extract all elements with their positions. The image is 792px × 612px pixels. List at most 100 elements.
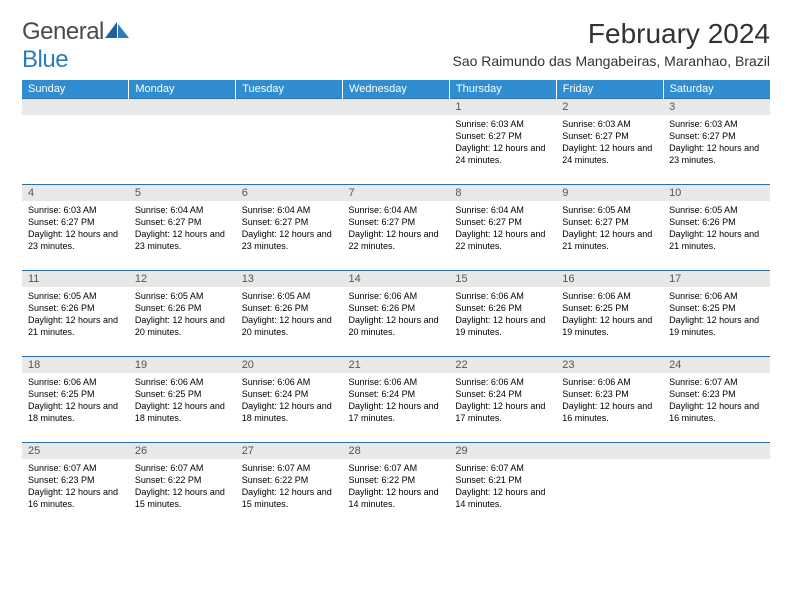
sunrise-text: Sunrise: 6:06 AM <box>349 290 444 302</box>
sunset-text: Sunset: 6:25 PM <box>669 302 764 314</box>
calendar-cell <box>22 99 129 185</box>
daylight-text: Daylight: 12 hours and 23 minutes. <box>242 228 337 252</box>
calendar-cell <box>236 99 343 185</box>
calendar-cell: 27Sunrise: 6:07 AMSunset: 6:22 PMDayligh… <box>236 443 343 529</box>
day-number: 8 <box>449 185 556 201</box>
sunset-text: Sunset: 6:24 PM <box>455 388 550 400</box>
day-info: Sunrise: 6:06 AMSunset: 6:23 PMDaylight:… <box>556 373 663 427</box>
daylight-text: Daylight: 12 hours and 22 minutes. <box>349 228 444 252</box>
sunrise-text: Sunrise: 6:06 AM <box>28 376 123 388</box>
calendar-cell: 29Sunrise: 6:07 AMSunset: 6:21 PMDayligh… <box>449 443 556 529</box>
day-number <box>22 99 129 115</box>
day-number: 29 <box>449 443 556 459</box>
header: GeneralBlue February 2024 Sao Raimundo d… <box>22 18 770 74</box>
calendar-cell: 1Sunrise: 6:03 AMSunset: 6:27 PMDaylight… <box>449 99 556 185</box>
day-number: 20 <box>236 357 343 373</box>
calendar-row: 1Sunrise: 6:03 AMSunset: 6:27 PMDaylight… <box>22 99 770 185</box>
calendar-cell <box>129 99 236 185</box>
calendar-row: 18Sunrise: 6:06 AMSunset: 6:25 PMDayligh… <box>22 357 770 443</box>
sunrise-text: Sunrise: 6:06 AM <box>242 376 337 388</box>
calendar-cell: 15Sunrise: 6:06 AMSunset: 6:26 PMDayligh… <box>449 271 556 357</box>
sunrise-text: Sunrise: 6:03 AM <box>562 118 657 130</box>
day-info: Sunrise: 6:05 AMSunset: 6:27 PMDaylight:… <box>556 201 663 255</box>
calendar-cell: 25Sunrise: 6:07 AMSunset: 6:23 PMDayligh… <box>22 443 129 529</box>
daylight-text: Daylight: 12 hours and 18 minutes. <box>135 400 230 424</box>
sunset-text: Sunset: 6:25 PM <box>28 388 123 400</box>
day-number: 16 <box>556 271 663 287</box>
brand-text: GeneralBlue <box>22 18 130 74</box>
sunrise-text: Sunrise: 6:04 AM <box>242 204 337 216</box>
calendar-cell: 6Sunrise: 6:04 AMSunset: 6:27 PMDaylight… <box>236 185 343 271</box>
day-info: Sunrise: 6:05 AMSunset: 6:26 PMDaylight:… <box>236 287 343 341</box>
day-number: 28 <box>343 443 450 459</box>
day-number <box>663 443 770 459</box>
calendar-cell: 11Sunrise: 6:05 AMSunset: 6:26 PMDayligh… <box>22 271 129 357</box>
day-number: 15 <box>449 271 556 287</box>
calendar-row: 4Sunrise: 6:03 AMSunset: 6:27 PMDaylight… <box>22 185 770 271</box>
sunset-text: Sunset: 6:27 PM <box>242 216 337 228</box>
day-info: Sunrise: 6:04 AMSunset: 6:27 PMDaylight:… <box>236 201 343 255</box>
calendar-cell <box>663 443 770 529</box>
day-number: 6 <box>236 185 343 201</box>
day-number: 17 <box>663 271 770 287</box>
day-info: Sunrise: 6:06 AMSunset: 6:25 PMDaylight:… <box>22 373 129 427</box>
calendar-cell: 18Sunrise: 6:06 AMSunset: 6:25 PMDayligh… <box>22 357 129 443</box>
day-info: Sunrise: 6:04 AMSunset: 6:27 PMDaylight:… <box>343 201 450 255</box>
sunrise-text: Sunrise: 6:05 AM <box>562 204 657 216</box>
day-info: Sunrise: 6:07 AMSunset: 6:22 PMDaylight:… <box>343 459 450 513</box>
day-info: Sunrise: 6:03 AMSunset: 6:27 PMDaylight:… <box>556 115 663 169</box>
sunset-text: Sunset: 6:26 PM <box>349 302 444 314</box>
daylight-text: Daylight: 12 hours and 23 minutes. <box>28 228 123 252</box>
weekday-header: Thursday <box>449 80 556 99</box>
calendar-cell: 12Sunrise: 6:05 AMSunset: 6:26 PMDayligh… <box>129 271 236 357</box>
sunset-text: Sunset: 6:25 PM <box>562 302 657 314</box>
calendar-cell: 4Sunrise: 6:03 AMSunset: 6:27 PMDaylight… <box>22 185 129 271</box>
month-title: February 2024 <box>452 18 770 50</box>
sunset-text: Sunset: 6:27 PM <box>28 216 123 228</box>
daylight-text: Daylight: 12 hours and 18 minutes. <box>242 400 337 424</box>
daylight-text: Daylight: 12 hours and 20 minutes. <box>242 314 337 338</box>
daylight-text: Daylight: 12 hours and 19 minutes. <box>562 314 657 338</box>
day-number: 7 <box>343 185 450 201</box>
calendar-cell: 22Sunrise: 6:06 AMSunset: 6:24 PMDayligh… <box>449 357 556 443</box>
calendar-row: 11Sunrise: 6:05 AMSunset: 6:26 PMDayligh… <box>22 271 770 357</box>
daylight-text: Daylight: 12 hours and 22 minutes. <box>455 228 550 252</box>
sunset-text: Sunset: 6:24 PM <box>349 388 444 400</box>
daylight-text: Daylight: 12 hours and 15 minutes. <box>242 486 337 510</box>
sunset-text: Sunset: 6:26 PM <box>135 302 230 314</box>
sunrise-text: Sunrise: 6:04 AM <box>455 204 550 216</box>
sunrise-text: Sunrise: 6:04 AM <box>349 204 444 216</box>
sunrise-text: Sunrise: 6:06 AM <box>455 290 550 302</box>
calendar-cell: 21Sunrise: 6:06 AMSunset: 6:24 PMDayligh… <box>343 357 450 443</box>
day-number: 9 <box>556 185 663 201</box>
daylight-text: Daylight: 12 hours and 24 minutes. <box>455 142 550 166</box>
calendar-cell: 19Sunrise: 6:06 AMSunset: 6:25 PMDayligh… <box>129 357 236 443</box>
day-info: Sunrise: 6:06 AMSunset: 6:25 PMDaylight:… <box>129 373 236 427</box>
sunrise-text: Sunrise: 6:07 AM <box>349 462 444 474</box>
day-number <box>129 99 236 115</box>
weekday-header: Monday <box>129 80 236 99</box>
day-info: Sunrise: 6:07 AMSunset: 6:23 PMDaylight:… <box>22 459 129 513</box>
day-number: 3 <box>663 99 770 115</box>
calendar-cell: 20Sunrise: 6:06 AMSunset: 6:24 PMDayligh… <box>236 357 343 443</box>
calendar-cell: 7Sunrise: 6:04 AMSunset: 6:27 PMDaylight… <box>343 185 450 271</box>
calendar-cell <box>343 99 450 185</box>
day-number: 2 <box>556 99 663 115</box>
sunrise-text: Sunrise: 6:06 AM <box>669 290 764 302</box>
sunset-text: Sunset: 6:26 PM <box>28 302 123 314</box>
day-number: 21 <box>343 357 450 373</box>
day-number: 5 <box>129 185 236 201</box>
sunset-text: Sunset: 6:25 PM <box>135 388 230 400</box>
day-number: 23 <box>556 357 663 373</box>
day-info: Sunrise: 6:04 AMSunset: 6:27 PMDaylight:… <box>129 201 236 255</box>
day-number: 12 <box>129 271 236 287</box>
daylight-text: Daylight: 12 hours and 14 minutes. <box>455 486 550 510</box>
sunrise-text: Sunrise: 6:07 AM <box>135 462 230 474</box>
daylight-text: Daylight: 12 hours and 21 minutes. <box>562 228 657 252</box>
daylight-text: Daylight: 12 hours and 18 minutes. <box>28 400 123 424</box>
sunrise-text: Sunrise: 6:06 AM <box>562 376 657 388</box>
daylight-text: Daylight: 12 hours and 16 minutes. <box>562 400 657 424</box>
day-info: Sunrise: 6:07 AMSunset: 6:22 PMDaylight:… <box>129 459 236 513</box>
sunset-text: Sunset: 6:27 PM <box>562 130 657 142</box>
day-info: Sunrise: 6:06 AMSunset: 6:25 PMDaylight:… <box>663 287 770 341</box>
